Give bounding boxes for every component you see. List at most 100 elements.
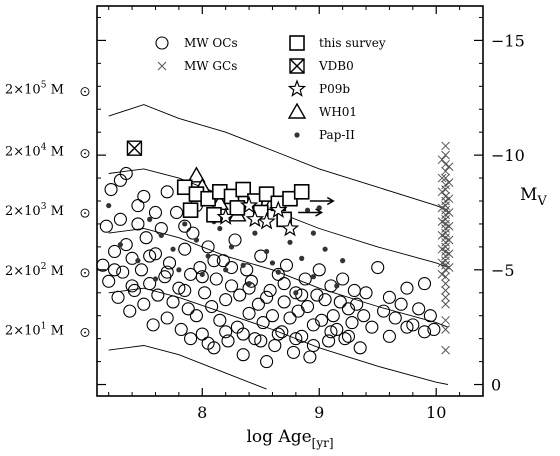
mw-oc-point: [148, 205, 163, 220]
mw-oc-point: [286, 345, 301, 359]
mw-oc-point: [221, 334, 235, 348]
mw-gc-point: [444, 263, 454, 272]
mw-oc-point: [271, 327, 285, 341]
mass-track-line: [108, 228, 449, 328]
mw-oc-point: [224, 279, 239, 293]
mw-oc-point: [306, 338, 320, 353]
mw-oc-point: [160, 185, 174, 199]
mw-oc-point: [137, 189, 151, 203]
mw-gc-point: [441, 279, 450, 288]
pap-ii-point: [304, 207, 311, 213]
sun-symbol-dot: [84, 331, 86, 334]
mw-oc-point: [107, 263, 122, 277]
mw-oc-point: [315, 313, 329, 327]
legend-label: WH01: [319, 105, 357, 119]
pap-ii-point: [252, 230, 258, 236]
sun-symbol-ring: [80, 87, 90, 97]
mw-gc-point: [444, 178, 454, 188]
wh01-point: [187, 166, 206, 183]
legend-label: this survey: [319, 36, 386, 50]
pap-ii-point: [205, 253, 211, 259]
mw-gc-point: [444, 249, 454, 259]
mw-oc-point: [146, 318, 160, 332]
mw-oc-point: [236, 348, 250, 362]
pap-ii-point: [287, 239, 293, 245]
mw-oc-point: [394, 297, 408, 311]
x-tick-label: 9: [314, 403, 324, 422]
pap-ii-point: [340, 258, 346, 264]
legend-marker-triangle: [287, 102, 307, 119]
mw-oc-point: [277, 277, 291, 291]
mw-gc-point: [437, 258, 447, 268]
p09b-series: [216, 195, 300, 237]
mw-oc-point: [125, 279, 139, 293]
legend-label: MW GCs: [184, 59, 237, 73]
mw-oc-point: [113, 212, 127, 226]
mw-oc-point: [412, 302, 426, 316]
mw-oc-point: [427, 322, 441, 337]
mw-oc-point: [330, 322, 344, 337]
mw-oc-point: [417, 277, 432, 291]
pap-ii-point: [147, 216, 153, 222]
pap-ii-point: [135, 258, 141, 264]
sun-symbol-dot: [84, 271, 86, 274]
mw-oc-point: [213, 313, 227, 327]
x-axis: 8 9 10: [108, 6, 461, 422]
mw-oc-point: [295, 329, 309, 343]
mw-oc-point: [228, 233, 242, 247]
mw-oc-point: [134, 263, 148, 277]
vdb0-point: [126, 140, 143, 156]
mw-gcs-series: [437, 141, 454, 355]
mw-oc-point: [99, 219, 113, 233]
mw-oc-point: [322, 334, 336, 348]
y-tick-label: −10: [491, 146, 525, 165]
pap-ii-point: [158, 232, 164, 239]
mw-gc-point: [437, 217, 447, 227]
mw-oc-point: [162, 256, 177, 270]
pap-ii-point: [293, 290, 299, 296]
mw-oc-point: [119, 166, 133, 181]
sun-symbol-ring: [80, 268, 90, 278]
pap-ii-point: [299, 255, 305, 261]
mw-oc-point: [240, 263, 254, 277]
mw-oc-point: [254, 249, 268, 263]
sun-symbol-dot: [84, 90, 86, 93]
mw-oc-point: [388, 311, 402, 325]
mw-oc-point: [324, 325, 338, 339]
mw-oc-point: [242, 306, 256, 320]
mw-oc-point: [143, 277, 157, 291]
mass-label: 2×103 M: [5, 202, 64, 219]
mw-gc-point: [437, 187, 447, 197]
mw-oc-point: [195, 270, 209, 284]
legend-label: MW OCs: [184, 36, 238, 50]
mass-tracks: [108, 104, 449, 390]
p09b-point: [269, 200, 288, 218]
mw-oc-point: [233, 288, 247, 302]
mw-oc-point: [289, 286, 303, 300]
pap-ii-point: [176, 267, 182, 273]
pap-ii-point: [334, 283, 340, 289]
sun-symbol-ring: [80, 328, 90, 337]
pap-ii-point: [246, 280, 252, 287]
mw-oc-point: [353, 341, 367, 355]
x-axis-title-subscript: [yr]: [312, 436, 334, 450]
mass-track-line: [108, 104, 449, 211]
mw-oc-point: [300, 299, 315, 314]
x-tick-label: 8: [197, 403, 207, 422]
mass-track-line: [108, 287, 448, 385]
pap-ii-point: [170, 246, 176, 252]
mw-oc-point: [198, 286, 212, 300]
mw-gc-point: [444, 208, 454, 217]
mw-oc-point: [277, 295, 291, 309]
mw-oc-point: [377, 304, 391, 318]
mw-oc-point: [178, 242, 192, 256]
mw-oc-point: [160, 265, 174, 279]
mw-oc-point: [151, 288, 165, 302]
mw-oc-point: [359, 286, 373, 300]
pap-ii-point: [228, 244, 235, 250]
mw-oc-point: [306, 318, 320, 332]
mw-oc-point: [131, 217, 145, 231]
y-tick-label: −5: [491, 261, 515, 280]
mw-gc-point: [444, 194, 454, 204]
pap-ii-point: [106, 202, 112, 209]
